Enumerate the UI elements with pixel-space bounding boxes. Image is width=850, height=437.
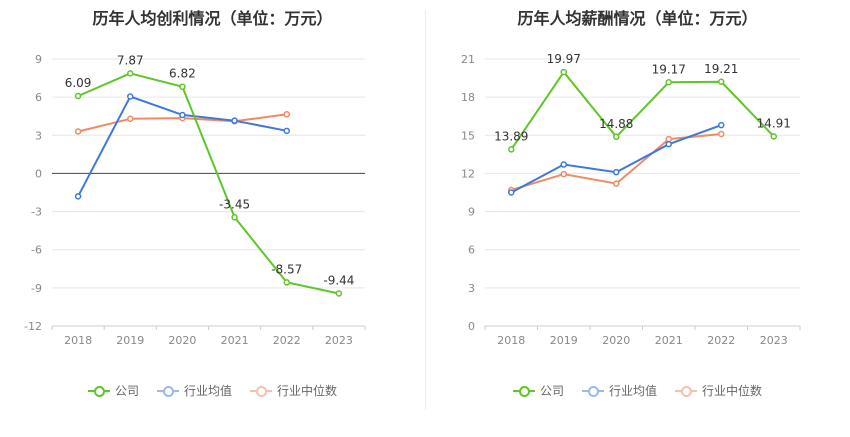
x-tick-label: 2023 <box>760 334 788 347</box>
y-tick-label: 9 <box>35 53 42 66</box>
data-point <box>560 68 567 76</box>
data-point <box>508 146 515 153</box>
legend-swatch-icon <box>156 385 179 397</box>
x-tick-label: 2021 <box>655 334 683 347</box>
x-tick-label: 2022 <box>707 334 735 347</box>
chart-title: 历年人均薪酬情况（单位：万元） <box>517 9 758 28</box>
data-point <box>770 133 777 140</box>
data-point <box>613 133 620 141</box>
y-tick-label: 18 <box>461 91 475 104</box>
data-point <box>74 193 82 200</box>
x-tick-label: 2020 <box>168 334 196 347</box>
chart-profit-per-capita: 历年人均创利情况（单位：万元） 9 6 3 0 -3 -6 -9 -12 2018 2019 202… <box>0 9 425 399</box>
chart-title: 历年人均创利情况（单位：万元） <box>92 9 333 28</box>
legend-label: 公司 <box>114 384 139 398</box>
data-point <box>665 135 672 143</box>
data-label: 19.97 <box>547 52 581 66</box>
x-tick-label: 2018 <box>497 334 525 347</box>
x-tick-label: 2023 <box>325 334 353 347</box>
legend-label: 行业均值 <box>608 384 657 398</box>
data-point <box>179 83 186 90</box>
y-tick-label: -6 <box>31 244 42 257</box>
legend: 公司 行业均值 行业中位数 <box>425 382 850 399</box>
y-tick-label: -12 <box>24 320 42 333</box>
y-tick-label: 12 <box>461 167 475 180</box>
x-tick-label: 2019 <box>116 334 144 347</box>
data-label: 6.09 <box>65 76 92 90</box>
data-point <box>127 70 134 77</box>
legend-label: 公司 <box>539 384 564 398</box>
data-point <box>613 168 620 176</box>
data-label: 14.88 <box>599 117 633 131</box>
series-line-0 <box>77 72 340 295</box>
legend: 公司 行业均值 行业中位数 <box>0 382 425 399</box>
data-label: -8.57 <box>271 262 302 276</box>
data-point <box>283 111 290 118</box>
y-tick-label: 3 <box>468 282 475 295</box>
data-label: -3.45 <box>219 197 250 211</box>
x-tick-label: 2021 <box>221 334 249 347</box>
legend-item-industry-mean[interactable]: 行业均值 <box>581 382 657 399</box>
legend-item-industry-mean[interactable]: 行业均值 <box>156 382 232 399</box>
series-line-1 <box>77 95 287 197</box>
data-point <box>283 279 290 286</box>
data-point <box>74 92 82 100</box>
data-point <box>718 78 725 86</box>
data-point <box>718 130 725 138</box>
legend-label: 行业中位数 <box>702 384 763 398</box>
y-tick-label: 0 <box>35 167 42 180</box>
y-tick-label: 6 <box>468 244 475 257</box>
data-point <box>613 180 620 187</box>
y-tick-label: 15 <box>461 129 475 142</box>
legend-swatch-icon <box>581 385 604 397</box>
legend-swatch-icon <box>87 385 110 397</box>
data-point <box>560 161 567 168</box>
data-label: 19.17 <box>652 62 686 76</box>
legend-item-company[interactable]: 公司 <box>512 382 564 399</box>
data-label: 13.89 <box>494 129 528 143</box>
x-tick-label: 2022 <box>273 334 301 347</box>
y-tick-label: 6 <box>35 91 42 104</box>
y-tick-label: 21 <box>461 53 475 66</box>
y-tick-label: -3 <box>31 206 42 219</box>
data-point <box>508 189 515 196</box>
data-point <box>283 127 290 135</box>
data-point <box>231 214 238 221</box>
y-tick-label: 3 <box>35 129 42 142</box>
x-tick-label: 2020 <box>602 334 630 347</box>
x-tick-label: 2018 <box>64 334 92 347</box>
data-point <box>231 117 238 124</box>
y-tick-label: 0 <box>468 320 475 333</box>
data-label: -9.44 <box>323 273 354 287</box>
data-point <box>127 93 134 100</box>
data-point <box>335 290 343 297</box>
y-tick-label: 9 <box>468 206 475 219</box>
legend-swatch-icon <box>512 385 535 397</box>
data-point <box>74 128 82 135</box>
legend-item-industry-median[interactable]: 行业中位数 <box>675 382 762 399</box>
legend-label: 行业中位数 <box>277 384 338 398</box>
chart-salary-per-capita: 历年人均薪酬情况（单位：万元） 21 18 15 12 9 6 3 0 2018 2019 2020… <box>425 0 850 437</box>
x-tick-label: 2019 <box>550 334 578 347</box>
data-point <box>127 115 134 123</box>
plot-area: 21 18 15 12 9 6 3 0 2018 2019 2020 2021 2022 2023 13.8… <box>461 52 801 347</box>
data-point <box>560 170 567 178</box>
data-point <box>179 111 186 119</box>
panel-divider <box>425 10 426 410</box>
legend-swatch-icon <box>250 385 272 397</box>
series-line-0 <box>510 70 775 150</box>
data-label: 7.87 <box>117 53 144 67</box>
legend-swatch-icon <box>675 385 697 397</box>
data-point <box>718 121 725 129</box>
data-label: 14.91 <box>757 116 791 130</box>
legend-item-company[interactable]: 公司 <box>87 382 139 399</box>
plot-area: 9 6 3 0 -3 -6 -9 -12 2018 2019 2020 2021 2022 2023 6.0… <box>24 53 366 347</box>
data-point <box>665 79 672 86</box>
data-label: 6.82 <box>169 67 196 81</box>
y-tick-label: -9 <box>31 282 42 295</box>
legend-item-industry-median[interactable]: 行业中位数 <box>250 382 337 399</box>
data-label: 19.21 <box>704 62 738 76</box>
data-point <box>665 140 672 148</box>
legend-label: 行业均值 <box>183 384 232 398</box>
